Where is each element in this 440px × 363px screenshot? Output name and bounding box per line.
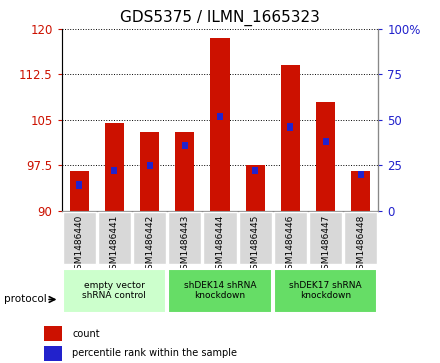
Bar: [44, 326, 62, 341]
Text: GSM1486442: GSM1486442: [145, 215, 154, 275]
Text: GSM1486443: GSM1486443: [180, 215, 189, 275]
Bar: [358, 171, 364, 178]
Bar: [76, 182, 82, 189]
Bar: [175, 132, 194, 211]
Bar: [105, 123, 124, 211]
Text: GSM1486448: GSM1486448: [356, 215, 365, 275]
Bar: [140, 132, 159, 211]
FancyBboxPatch shape: [238, 212, 272, 264]
Bar: [287, 123, 293, 131]
FancyBboxPatch shape: [133, 212, 166, 264]
Bar: [316, 102, 335, 211]
Text: GSM1486441: GSM1486441: [110, 215, 119, 275]
FancyBboxPatch shape: [168, 269, 272, 313]
Text: GSM1486440: GSM1486440: [75, 215, 84, 275]
Text: GSM1486445: GSM1486445: [251, 215, 260, 275]
Bar: [210, 38, 230, 211]
Bar: [182, 142, 188, 149]
Text: GSM1486447: GSM1486447: [321, 215, 330, 275]
FancyBboxPatch shape: [203, 212, 237, 264]
FancyBboxPatch shape: [98, 212, 131, 264]
Bar: [44, 346, 62, 361]
FancyBboxPatch shape: [344, 212, 378, 264]
Bar: [217, 113, 223, 120]
Text: shDEK17 shRNA
knockdown: shDEK17 shRNA knockdown: [289, 281, 362, 300]
Title: GDS5375 / ILMN_1665323: GDS5375 / ILMN_1665323: [120, 10, 320, 26]
Bar: [70, 171, 89, 211]
Bar: [323, 138, 329, 145]
Text: count: count: [72, 329, 100, 339]
Text: shDEK14 shRNA
knockdown: shDEK14 shRNA knockdown: [184, 281, 256, 300]
Bar: [147, 162, 153, 169]
FancyBboxPatch shape: [62, 269, 166, 313]
FancyBboxPatch shape: [274, 212, 307, 264]
Bar: [252, 167, 258, 174]
FancyBboxPatch shape: [62, 212, 96, 264]
Text: GSM1486446: GSM1486446: [286, 215, 295, 275]
Bar: [351, 171, 370, 211]
Text: protocol: protocol: [4, 294, 47, 305]
Text: empty vector
shRNA control: empty vector shRNA control: [82, 281, 147, 300]
FancyBboxPatch shape: [274, 269, 378, 313]
FancyBboxPatch shape: [168, 212, 202, 264]
Text: percentile rank within the sample: percentile rank within the sample: [72, 348, 237, 358]
Bar: [111, 167, 117, 174]
Text: GSM1486444: GSM1486444: [216, 215, 224, 275]
FancyBboxPatch shape: [309, 212, 342, 264]
Bar: [246, 165, 265, 211]
Bar: [281, 65, 300, 211]
